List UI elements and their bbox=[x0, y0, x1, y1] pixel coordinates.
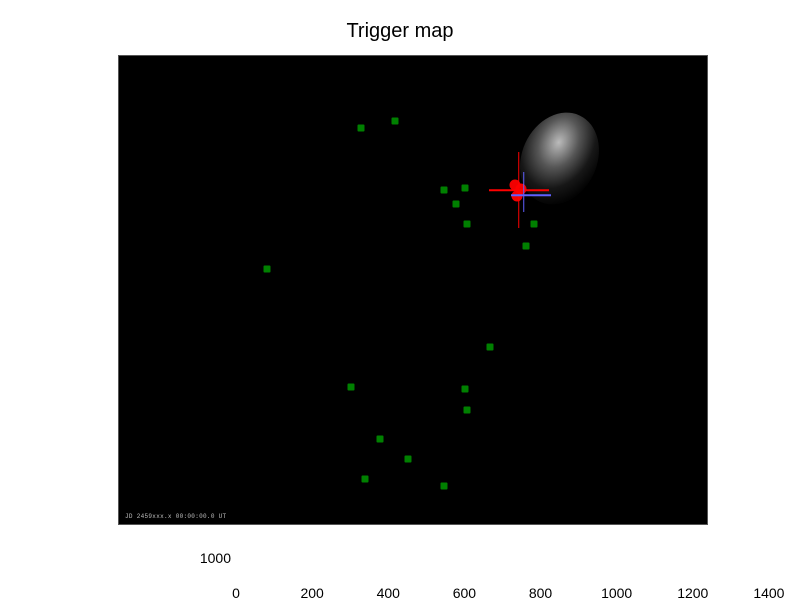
trigger-point-green-8[interactable] bbox=[264, 265, 271, 272]
trigger-point-green-0[interactable] bbox=[357, 124, 364, 131]
crosshair-horizontal-secondary bbox=[511, 195, 551, 197]
trigger-point-green-13[interactable] bbox=[376, 435, 383, 442]
x-tick-label-800: 800 bbox=[529, 585, 552, 601]
trigger-point-green-14[interactable] bbox=[405, 455, 412, 462]
trigger-point-green-12[interactable] bbox=[464, 406, 471, 413]
x-tick-label-1200: 1200 bbox=[677, 585, 708, 601]
x-tick-label-600: 600 bbox=[453, 585, 476, 601]
diffuse-source-glow bbox=[505, 100, 613, 218]
trigger-point-green-4[interactable] bbox=[452, 200, 459, 207]
trigger-point-green-7[interactable] bbox=[523, 243, 530, 250]
chart-title: Trigger map bbox=[0, 20, 800, 43]
crosshair-vertical-red bbox=[518, 152, 520, 228]
x-tick-label-1400: 1400 bbox=[753, 585, 784, 601]
trigger-map-plot: JD 2459xxx.x 00:00:00.0 UT bbox=[118, 55, 708, 525]
trigger-point-green-15[interactable] bbox=[361, 476, 368, 483]
trigger-point-green-6[interactable] bbox=[530, 220, 537, 227]
trigger-point-green-1[interactable] bbox=[391, 117, 398, 124]
x-tick-label-400: 400 bbox=[377, 585, 400, 601]
image-caption: JD 2459xxx.x 00:00:00.0 UT bbox=[125, 513, 226, 520]
trigger-point-green-2[interactable] bbox=[441, 187, 448, 194]
trigger-point-green-5[interactable] bbox=[464, 220, 471, 227]
trigger-point-green-3[interactable] bbox=[462, 185, 469, 192]
y-tick-label-1000: 1000 bbox=[191, 550, 231, 566]
trigger-point-green-11[interactable] bbox=[462, 386, 469, 393]
trigger-point-green-16[interactable] bbox=[441, 482, 448, 489]
x-tick-label-200: 200 bbox=[300, 585, 323, 601]
trigger-point-green-9[interactable] bbox=[487, 343, 494, 350]
crosshair-vertical-secondary bbox=[523, 172, 525, 212]
x-tick-label-1000: 1000 bbox=[601, 585, 632, 601]
x-tick-label-0: 0 bbox=[232, 585, 240, 601]
trigger-point-green-10[interactable] bbox=[348, 384, 355, 391]
